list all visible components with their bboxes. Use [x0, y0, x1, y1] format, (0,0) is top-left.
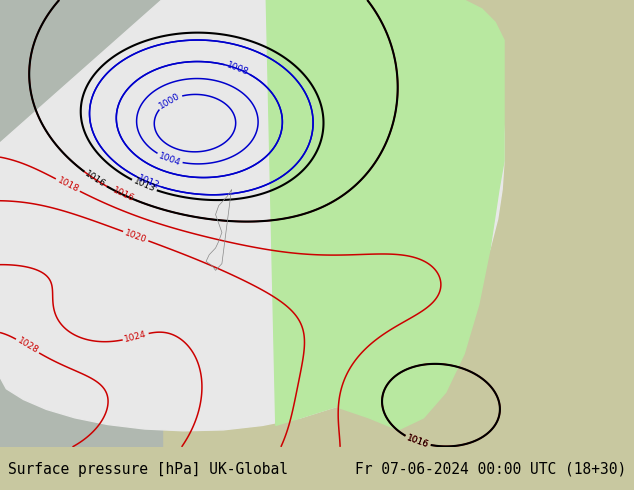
- Point: [0, 443, 5, 451]
- Text: Fr 07-06-2024 00:00 UTC (18+30): Fr 07-06-2024 00:00 UTC (18+30): [355, 462, 626, 477]
- Text: 1018: 1018: [56, 176, 80, 195]
- Text: 1020: 1020: [124, 228, 148, 245]
- Text: 1013: 1013: [132, 177, 157, 194]
- Text: 1016: 1016: [83, 170, 108, 190]
- Polygon shape: [266, 0, 504, 430]
- Text: 1024: 1024: [124, 330, 148, 344]
- Point: [0, 443, 5, 451]
- Text: Surface pressure [hPa] UK-Global: Surface pressure [hPa] UK-Global: [8, 462, 288, 477]
- Text: 1016: 1016: [111, 186, 135, 203]
- Text: 1000: 1000: [157, 91, 182, 111]
- Polygon shape: [0, 0, 162, 447]
- Polygon shape: [0, 0, 266, 98]
- Text: 1028: 1028: [15, 336, 40, 356]
- Polygon shape: [0, 0, 504, 431]
- Text: 1016: 1016: [405, 433, 430, 450]
- Text: 1008: 1008: [225, 60, 250, 77]
- Text: 1012: 1012: [136, 174, 161, 191]
- Text: 1016: 1016: [405, 433, 430, 450]
- Text: 1004: 1004: [157, 151, 182, 167]
